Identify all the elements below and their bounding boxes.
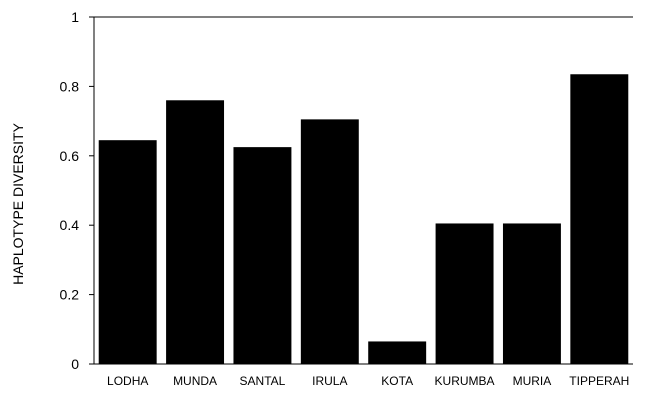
y-axis-label: HAPLOTYPE DIVERSITY <box>10 122 26 284</box>
bar-tipperah <box>570 74 629 364</box>
bar-irula <box>300 119 359 365</box>
bar-muria <box>502 223 561 364</box>
y-tick-label: 0.2 <box>60 287 80 303</box>
y-tick-label: 0 <box>71 356 79 372</box>
bar-munda <box>166 100 225 364</box>
y-tick-label: 1 <box>71 9 79 25</box>
bars <box>98 74 629 365</box>
x-tick-label: SANTAL <box>240 374 286 388</box>
y-tick-label: 0.4 <box>60 217 80 233</box>
y-tick-label: 0.8 <box>60 78 80 94</box>
bar-kota <box>368 341 427 364</box>
bar-kurumba <box>435 223 494 364</box>
x-tick-label: KURUMBA <box>435 374 495 388</box>
x-tick-label: KOTA <box>381 374 413 388</box>
bar-lodha <box>98 140 157 364</box>
x-tick-label: TIPPERAH <box>569 374 629 388</box>
x-tick-label: LODHA <box>107 374 148 388</box>
x-tick-label: IRULA <box>312 374 347 388</box>
x-ticks: LODHA MUNDA SANTAL IRULA KOTA KURUMBA MURIA TIP… <box>107 374 629 388</box>
x-tick-label: MURIA <box>513 374 552 388</box>
bar-santal <box>233 147 292 364</box>
x-tick-label: MUNDA <box>173 374 217 388</box>
y-ticks: 0 0.2 0.4 0.6 0.8 1 <box>60 9 94 372</box>
y-tick-label: 0.6 <box>60 148 80 164</box>
